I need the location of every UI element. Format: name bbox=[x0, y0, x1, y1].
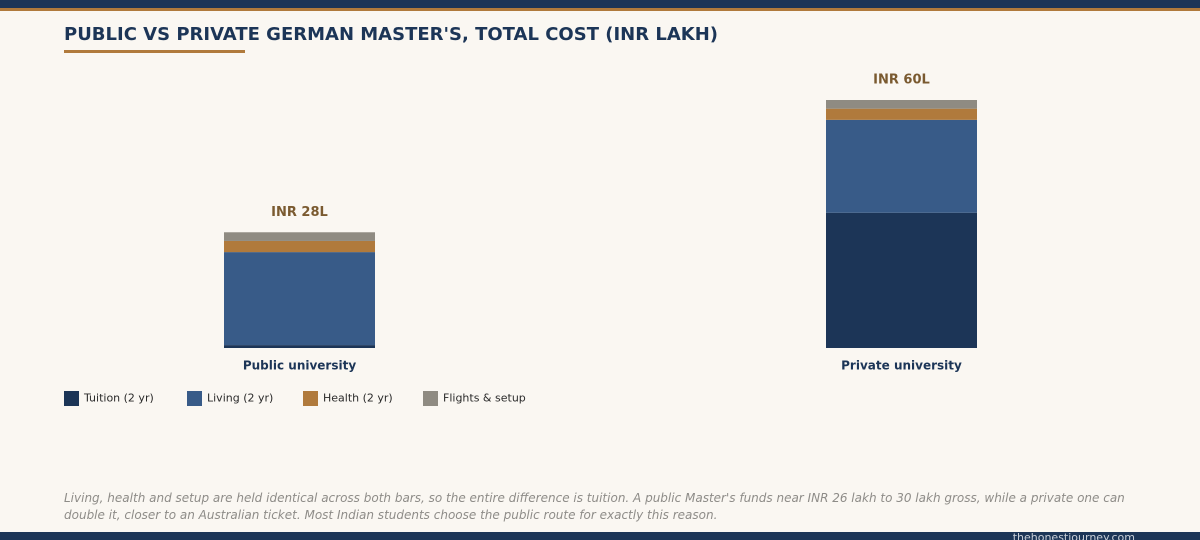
bar-segment bbox=[224, 252, 375, 346]
bar-segment bbox=[826, 119, 977, 213]
chart-title: PUBLIC VS PRIVATE GERMAN MASTER'S, TOTAL… bbox=[64, 24, 718, 45]
source: thehonestjourney.com bbox=[1013, 531, 1135, 540]
category-label: Private university bbox=[841, 359, 962, 373]
legend-swatch bbox=[423, 391, 438, 406]
bottom-stripe bbox=[0, 532, 1200, 540]
bar-segment bbox=[826, 212, 977, 348]
legend-label: Living (2 yr) bbox=[207, 392, 273, 405]
total-label: INR 60L bbox=[873, 73, 930, 88]
bar-segment bbox=[224, 240, 375, 253]
legend-label: Tuition (2 yr) bbox=[83, 392, 154, 405]
legend-swatch bbox=[64, 391, 79, 406]
top-stripe bbox=[0, 0, 1200, 8]
legend-label: Flights & setup bbox=[443, 392, 526, 405]
legend-swatch bbox=[303, 391, 318, 406]
bar-segment bbox=[826, 108, 977, 120]
legend-label: Health (2 yr) bbox=[323, 392, 393, 405]
bar-segment bbox=[224, 345, 375, 348]
bar-segment bbox=[224, 232, 375, 241]
footnote: Living, health and setup are held identi… bbox=[64, 491, 1125, 522]
total-label: INR 28L bbox=[271, 205, 328, 220]
title-underline bbox=[64, 50, 245, 53]
legend-swatch bbox=[187, 391, 202, 406]
bar-segment bbox=[826, 100, 977, 109]
category-label: Public university bbox=[243, 359, 357, 373]
top-accent bbox=[0, 8, 1200, 11]
